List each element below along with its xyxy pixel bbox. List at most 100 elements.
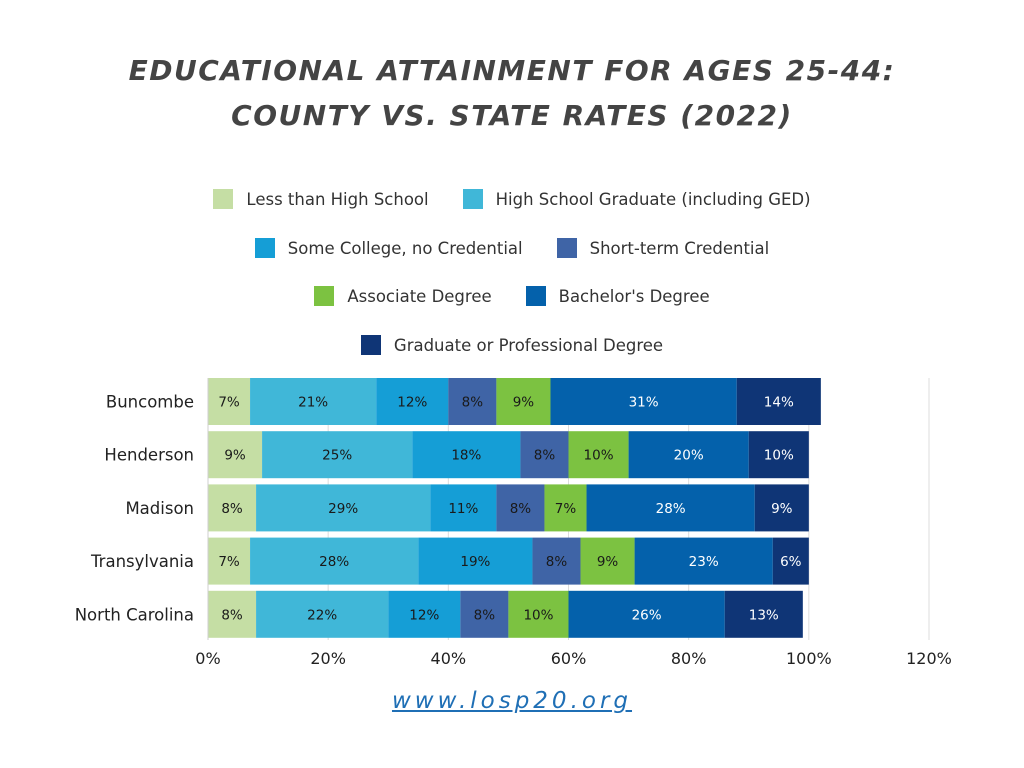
data-label-madison-less-than-high-school: 8% (221, 501, 243, 517)
data-label-madison-some-college-no-credential: 11% (448, 501, 478, 517)
category-label-transylvania: Transylvania (90, 552, 194, 571)
legend-label-less-than-high-school: Less than High School (246, 189, 429, 209)
data-label-buncombe-some-college-no-credential: 12% (397, 395, 427, 411)
bar-transylvania-high-school-graduate-including-ged (250, 537, 419, 585)
bar-buncombe-some-college-no-credential (376, 378, 449, 425)
data-label-buncombe-less-than-high-school: 7% (218, 395, 240, 411)
legend-label-short-term-credential: Short-term Credential (589, 238, 770, 258)
bar-transylvania-graduate-or-professional-degree (772, 537, 809, 585)
x-tick-label-60: 60% (551, 649, 587, 668)
chart-title-line-1: EDUCATIONAL ATTAINMENT FOR AGES 25-44: (128, 54, 896, 87)
data-label-henderson-associate-degree: 10% (584, 448, 614, 464)
legend-item-graduate-professional-degree: Graduate or Professional Degree (360, 335, 663, 355)
legend-swatch-high-school-graduate (462, 189, 483, 209)
bar-north-carolina-less-than-high-school (208, 590, 257, 638)
bar-buncombe-bachelor-s-degree (550, 378, 737, 425)
x-tick-label-0: 0% (195, 649, 220, 668)
legend-item-less-than-high-school: Less than High School (213, 189, 429, 209)
bar-madison-less-than-high-school (208, 484, 257, 532)
data-label-henderson-some-college-no-credential: 18% (451, 448, 481, 464)
legend-item-high-school-graduate: High School Graduate (including GED) (462, 189, 811, 209)
legend-item-some-college: Some College, no Credential (254, 238, 523, 258)
legend-label-bachelors-degree: Bachelor's Degree (558, 286, 710, 306)
legend-row-4: Graduate or Professional Degree (0, 335, 1024, 355)
bar-north-carolina-short-term-credential (460, 590, 509, 638)
legend-row-2: Some College, no Credential Short-term C… (0, 238, 1024, 258)
bar-north-carolina-some-college-no-credential (388, 590, 461, 638)
legend-item-associate-degree: Associate Degree (314, 286, 492, 306)
legend-row-3: Associate Degree Bachelor's Degree (0, 286, 1024, 306)
data-label-henderson-short-term-credential: 8% (534, 448, 556, 464)
x-tick-label-40: 40% (431, 649, 467, 668)
data-label-henderson-bachelor-s-degree: 20% (674, 448, 704, 464)
data-label-henderson-less-than-high-school: 9% (224, 448, 246, 464)
bar-transylvania-associate-degree (580, 537, 635, 585)
legend-swatch-short-term-credential (556, 238, 577, 258)
data-label-north-carolina-some-college-no-credential: 12% (409, 607, 439, 623)
x-tick-label-100: 100% (786, 649, 832, 668)
category-label-henderson: Henderson (104, 446, 194, 465)
legend-label-some-college: Some College, no Credential (287, 238, 523, 258)
bar-transylvania-bachelor-s-degree (634, 537, 773, 585)
data-label-buncombe-short-term-credential: 8% (462, 395, 484, 411)
bar-henderson-bachelor-s-degree (628, 431, 749, 479)
legend-swatch-associate-degree (314, 286, 335, 306)
bar-transylvania-some-college-no-credential (418, 537, 533, 585)
data-label-north-carolina-associate-degree: 10% (523, 607, 553, 623)
legend-item-bachelors-degree: Bachelor's Degree (525, 286, 710, 306)
data-label-transylvania-bachelor-s-degree: 23% (689, 554, 719, 570)
legend-swatch-bachelors-degree (525, 286, 546, 306)
data-label-north-carolina-less-than-high-school: 8% (221, 607, 243, 623)
bar-madison-graduate-or-professional-degree (754, 484, 809, 532)
category-label-madison: Madison (125, 499, 194, 518)
data-label-north-carolina-graduate-or-professional-degree: 13% (749, 607, 779, 623)
x-tick-label-20: 20% (310, 649, 346, 668)
category-label-north-carolina: North Carolina (75, 605, 194, 624)
bar-north-carolina-high-school-graduate-including-ged (256, 590, 389, 638)
bar-madison-some-college-no-credential (430, 484, 497, 532)
legend-swatch-some-college (254, 238, 275, 258)
legend-swatch-graduate-professional-degree (360, 335, 381, 355)
bar-henderson-short-term-credential (520, 431, 569, 479)
bar-buncombe-associate-degree (496, 378, 551, 425)
bar-madison-high-school-graduate-including-ged (256, 484, 431, 532)
bar-madison-short-term-credential (496, 484, 545, 532)
data-label-henderson-high-school-graduate-including-ged: 25% (322, 448, 352, 464)
bar-transylvania-short-term-credential (532, 537, 581, 585)
legend-label-associate-degree: Associate Degree (347, 286, 492, 306)
data-label-north-carolina-short-term-credential: 8% (474, 607, 496, 623)
data-label-buncombe-bachelor-s-degree: 31% (629, 395, 659, 411)
data-label-north-carolina-bachelor-s-degree: 26% (632, 607, 662, 623)
data-label-madison-graduate-or-professional-degree: 9% (771, 501, 793, 517)
legend-row-1: Less than High School High School Gradua… (0, 189, 1024, 209)
data-label-transylvania-less-than-high-school: 7% (218, 554, 240, 570)
footer-url-link[interactable]: www.losp20.org (391, 688, 633, 714)
data-label-transylvania-graduate-or-professional-degree: 6% (780, 554, 802, 570)
bar-buncombe-graduate-or-professional-degree (736, 378, 821, 425)
legend-swatch-less-than-high-school (213, 189, 234, 209)
x-tick-label-80: 80% (671, 649, 707, 668)
bar-transylvania-less-than-high-school (208, 537, 251, 585)
x-tick-label-120: 120% (906, 649, 952, 668)
bar-henderson-high-school-graduate-including-ged (262, 431, 413, 479)
chart-title-line-2: COUNTY VS. STATE RATES (2022) (231, 99, 793, 132)
bar-buncombe-less-than-high-school (208, 378, 251, 425)
data-label-buncombe-graduate-or-professional-degree: 14% (764, 395, 794, 411)
data-label-transylvania-associate-degree: 9% (597, 554, 619, 570)
data-label-transylvania-short-term-credential: 8% (546, 554, 568, 570)
data-label-madison-associate-degree: 7% (555, 501, 577, 517)
bar-north-carolina-bachelor-s-degree (568, 590, 725, 638)
data-label-madison-short-term-credential: 8% (510, 501, 532, 517)
bar-north-carolina-graduate-or-professional-degree (724, 590, 803, 638)
bar-north-carolina-associate-degree (508, 590, 569, 638)
legend-item-short-term-credential: Short-term Credential (556, 238, 770, 258)
data-label-transylvania-some-college-no-credential: 19% (460, 554, 490, 570)
bar-henderson-some-college-no-credential (412, 431, 521, 479)
data-label-buncombe-associate-degree: 9% (513, 395, 535, 411)
data-label-buncombe-high-school-graduate-including-ged: 21% (298, 395, 328, 411)
data-label-henderson-graduate-or-professional-degree: 10% (764, 448, 794, 464)
bar-henderson-graduate-or-professional-degree (748, 431, 809, 479)
data-label-madison-high-school-graduate-including-ged: 29% (328, 501, 358, 517)
data-label-transylvania-high-school-graduate-including-ged: 28% (319, 554, 349, 570)
